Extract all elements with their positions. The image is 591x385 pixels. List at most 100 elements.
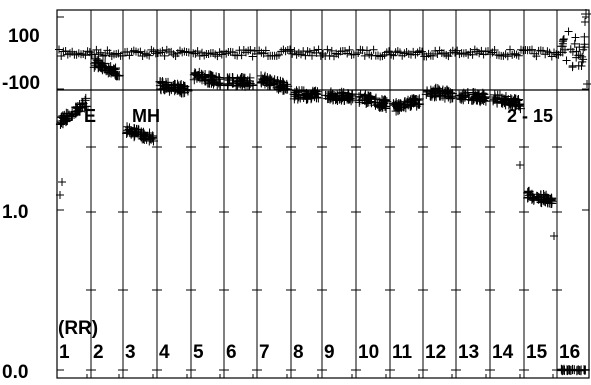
band-label-11: 11 (392, 342, 413, 363)
data-point (163, 82, 173, 92)
data-point (214, 78, 224, 88)
data-point (261, 46, 270, 55)
data-point (488, 96, 498, 106)
data-point (398, 51, 407, 60)
data-point (237, 81, 247, 91)
data-point (69, 109, 79, 119)
data-point (294, 92, 304, 102)
data-point (429, 51, 437, 60)
band-label-1: 1 (59, 342, 70, 363)
data-point (209, 79, 219, 89)
band-label-4: 4 (159, 342, 170, 363)
data-point (56, 112, 66, 122)
data-point (207, 71, 217, 81)
data-point (478, 88, 488, 98)
data-point (523, 187, 533, 197)
data-point (462, 49, 470, 58)
top-ytick-100: 100 (8, 26, 40, 47)
data-point (562, 56, 571, 65)
data-point (280, 84, 290, 94)
band-label-9: 9 (324, 342, 335, 363)
data-point (403, 95, 413, 105)
data-point (134, 48, 143, 57)
data-point (458, 95, 468, 105)
data-point (404, 49, 413, 58)
data-point (479, 89, 489, 99)
data-point (572, 53, 581, 62)
data-point (122, 127, 132, 137)
data-point (447, 89, 457, 99)
data-point (552, 50, 561, 59)
data-point (430, 87, 440, 97)
data-point (378, 52, 387, 61)
data-point (567, 365, 577, 375)
band-label-8: 8 (293, 342, 304, 363)
band-label-13: 13 (458, 342, 479, 363)
data-point (66, 49, 74, 58)
data-point (583, 80, 591, 88)
data-point (74, 49, 83, 58)
data-point (490, 46, 499, 55)
data-point (370, 98, 380, 108)
data-point (200, 76, 210, 86)
data-point (580, 32, 589, 41)
data-point (96, 62, 106, 72)
data-point (270, 75, 280, 85)
data-point (319, 49, 327, 58)
data-point (196, 69, 206, 79)
data-point (546, 199, 556, 209)
data-point (411, 95, 421, 105)
data-point (184, 48, 193, 57)
data-point (158, 46, 167, 55)
data-point (541, 193, 551, 203)
data-point (156, 84, 166, 94)
data-point (290, 89, 300, 99)
data-point (283, 81, 293, 91)
data-point (256, 77, 266, 87)
data-point (268, 77, 278, 87)
data-point (431, 92, 441, 102)
annotation-range: 2 - 15 (507, 106, 553, 126)
data-point (223, 75, 233, 85)
data-point (92, 45, 101, 54)
data-point (260, 71, 270, 81)
data-point (514, 51, 523, 60)
data-point (169, 50, 178, 59)
data-point (442, 50, 451, 59)
data-point (454, 90, 464, 100)
data-point (503, 52, 512, 61)
data-point (511, 98, 521, 108)
data-point (576, 366, 586, 376)
data-point (489, 94, 499, 104)
top-ytick-minus-100: -100 (2, 73, 40, 94)
data-point (323, 45, 332, 54)
data-point (101, 51, 110, 60)
data-point (293, 94, 303, 104)
data-point (167, 47, 176, 56)
data-point (471, 91, 481, 101)
data-point (475, 97, 485, 107)
data-point (61, 46, 70, 55)
data-point (236, 76, 246, 86)
data-point (131, 127, 141, 137)
data-point (337, 93, 347, 103)
band-label-6: 6 (226, 342, 237, 363)
data-point (144, 136, 154, 146)
data-point (418, 47, 426, 56)
plot-frame (56, 9, 590, 379)
data-point (73, 104, 83, 114)
data-point (57, 51, 66, 60)
data-point (61, 108, 71, 118)
data-point (305, 48, 314, 57)
data-point (393, 47, 402, 56)
data-point (510, 96, 520, 106)
data-point (532, 191, 542, 201)
data-point (378, 102, 388, 112)
data-point (248, 80, 258, 90)
band-label-7: 7 (259, 342, 270, 363)
data-point (307, 90, 317, 100)
band-label-16: 16 (559, 342, 580, 363)
data-point (442, 86, 452, 96)
data-point (536, 197, 546, 207)
